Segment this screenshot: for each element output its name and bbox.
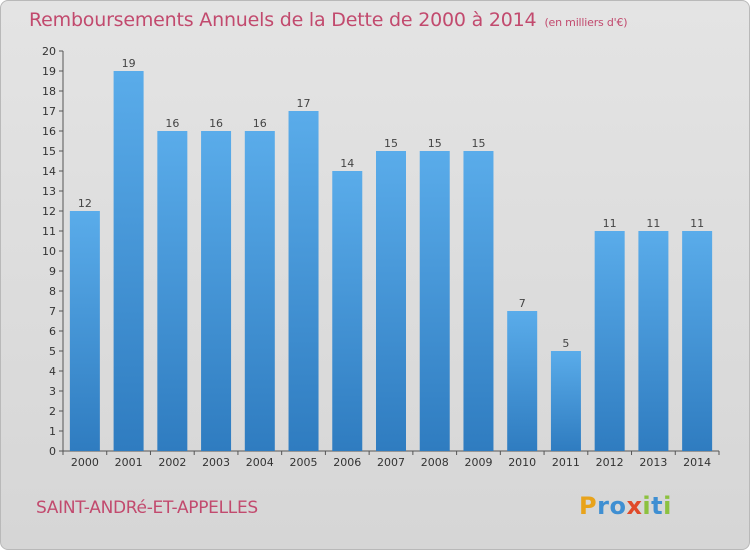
bar-2012 <box>594 231 625 451</box>
value-label-2014: 11 <box>690 217 704 230</box>
bar-2006 <box>332 171 363 451</box>
y-tick-label: 1 <box>49 425 56 438</box>
y-tick-label: 13 <box>42 185 56 198</box>
bar-2007 <box>376 151 406 451</box>
value-label-2005: 17 <box>297 97 311 110</box>
y-tick-label: 0 <box>49 445 56 458</box>
x-tick-label-2007: 2007 <box>377 456 405 469</box>
x-tick-label-2008: 2008 <box>421 456 449 469</box>
value-label-2001: 19 <box>122 57 136 70</box>
value-label-2006: 14 <box>340 157 354 170</box>
x-tick-label-2003: 2003 <box>202 456 230 469</box>
bar-2001 <box>113 71 144 451</box>
y-tick-label: 4 <box>49 365 56 378</box>
bar-2010 <box>507 311 538 451</box>
bar-2013 <box>638 231 669 451</box>
value-label-2012: 11 <box>603 217 617 230</box>
y-tick-label: 6 <box>49 325 56 338</box>
city-name: SAINT-ANDRé-ET-APPELLES <box>36 498 258 518</box>
y-tick-label: 20 <box>42 45 56 58</box>
bar-2011 <box>550 351 581 451</box>
y-tick-label: 3 <box>49 385 56 398</box>
x-tick-label-2006: 2006 <box>333 456 361 469</box>
x-tick-label-2013: 2013 <box>639 456 667 469</box>
y-tick-label: 18 <box>42 85 56 98</box>
bar-2014 <box>682 231 713 451</box>
bar-2000 <box>69 211 100 451</box>
y-tick-label: 8 <box>49 285 56 298</box>
logo-letter: o <box>609 492 627 520</box>
y-tick-label: 12 <box>42 205 56 218</box>
logo-letter: x <box>626 492 643 520</box>
y-tick-label: 17 <box>42 105 56 118</box>
x-tick-label-2004: 2004 <box>246 456 274 469</box>
y-tick-label: 19 <box>42 65 56 78</box>
chart-bars <box>69 71 713 451</box>
y-tick-label: 10 <box>42 245 56 258</box>
value-label-2011: 5 <box>562 337 569 350</box>
value-label-2000: 12 <box>78 197 92 210</box>
y-tick-label: 2 <box>49 405 56 418</box>
chart-subtitle: (en milliers d'€) <box>544 16 628 29</box>
value-label-2013: 11 <box>646 217 660 230</box>
y-tick-label: 14 <box>42 165 56 178</box>
y-tick-label: 5 <box>49 345 56 358</box>
x-tick-label-2014: 2014 <box>683 456 711 469</box>
chart-labels: 12 2000 19 2001 16 2002 16 2003 16 2004 17 2005 14 20… <box>71 57 711 469</box>
logo-letter: i <box>642 492 652 520</box>
value-label-2010: 7 <box>519 297 526 310</box>
bar-2009 <box>463 151 494 451</box>
x-tick-label-2010: 2010 <box>508 456 536 469</box>
logo-letter: r <box>597 492 610 520</box>
bar-2004 <box>244 131 275 451</box>
bar-2002 <box>157 131 188 451</box>
x-tick-label-2009: 2009 <box>464 456 492 469</box>
bar-2005 <box>288 111 319 451</box>
logo-letter: P <box>579 492 598 520</box>
x-tick-label-2012: 2012 <box>596 456 624 469</box>
value-label-2007: 15 <box>384 137 398 150</box>
proxiti-logo[interactable]: Proxiti <box>579 492 672 520</box>
y-tick-label: 16 <box>42 125 56 138</box>
chart-title: Remboursements Annuels de la Dette de 20… <box>29 9 628 31</box>
x-tick-label-2011: 2011 <box>552 456 580 469</box>
x-tick-label-2005: 2005 <box>290 456 318 469</box>
logo-letter: i <box>663 492 672 520</box>
value-label-2004: 16 <box>253 117 267 130</box>
value-label-2008: 15 <box>428 137 442 150</box>
bar-2003 <box>201 131 232 451</box>
value-label-2002: 16 <box>165 117 179 130</box>
x-tick-label-2001: 2001 <box>115 456 143 469</box>
y-tick-label: 9 <box>49 265 56 278</box>
y-tick-label: 15 <box>42 145 56 158</box>
chart-title-text: Remboursements Annuels de la Dette de 20… <box>29 9 537 31</box>
x-tick-label-2002: 2002 <box>158 456 186 469</box>
y-tick-label: 11 <box>42 225 56 238</box>
x-tick-label-2000: 2000 <box>71 456 99 469</box>
value-label-2003: 16 <box>209 117 223 130</box>
y-tick-label: 7 <box>49 305 56 318</box>
value-label-2009: 15 <box>471 137 485 150</box>
bar-2008 <box>419 151 450 451</box>
logo-letter: t <box>651 492 664 520</box>
